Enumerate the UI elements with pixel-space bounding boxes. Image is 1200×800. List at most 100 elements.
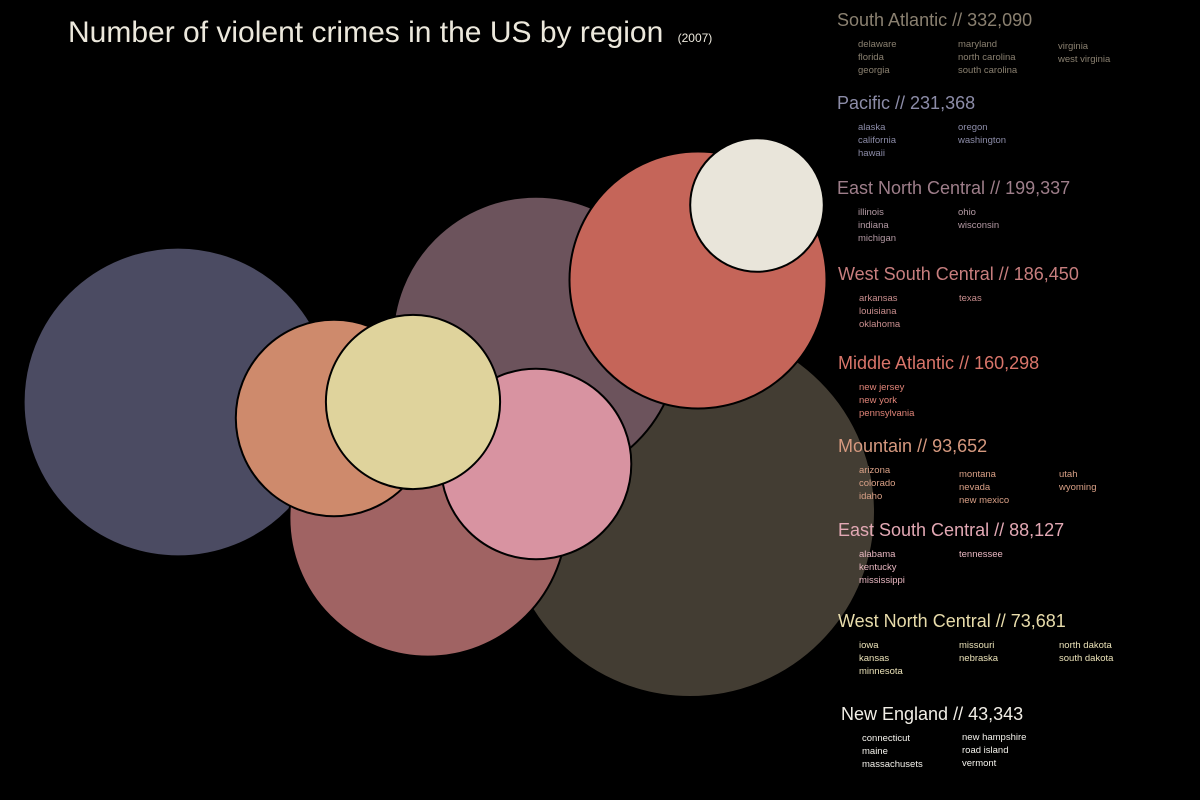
state-label: louisiana [859, 306, 897, 317]
state-label: north carolina [958, 52, 1016, 63]
state-label: kansas [859, 653, 889, 664]
region-value: 231,368 [910, 93, 975, 113]
state-label: new york [859, 395, 897, 406]
legend-header-east-south-central: East South Central // 88,127 [838, 520, 1064, 540]
state-label: mississippi [859, 575, 905, 586]
state-label: michigan [858, 233, 896, 244]
state-label: hawaii [858, 148, 885, 159]
state-label: minnesota [859, 666, 904, 677]
state-label: delaware [858, 39, 897, 50]
region-name: West South Central [838, 264, 994, 284]
chart-title: Number of violent crimes in the US by re… [68, 16, 712, 49]
legend-header-west-north-central: West North Central // 73,681 [838, 611, 1066, 631]
region-name: New England [841, 704, 948, 724]
state-label: nevada [959, 482, 991, 493]
separator: // [948, 704, 968, 724]
region-name: East North Central [837, 178, 985, 198]
region-name: East South Central [838, 520, 989, 540]
legend-entry-west-north-central: West North Central // 73,681 iowa kansas mi… [838, 611, 1114, 677]
state-label: idaho [859, 491, 882, 502]
state-label: north dakota [1059, 640, 1113, 651]
state-label: new mexico [959, 495, 1009, 506]
region-value: 199,337 [1005, 178, 1070, 198]
state-label: washington [957, 135, 1006, 146]
state-label: wyoming [1058, 482, 1097, 493]
legend-header-middle-atlantic: Middle Atlantic // 160,298 [838, 353, 1039, 373]
separator: // [912, 436, 932, 456]
state-label: oklahoma [859, 319, 901, 330]
region-value: 88,127 [1009, 520, 1064, 540]
state-label: missouri [959, 640, 994, 651]
region-value: 186,450 [1014, 264, 1079, 284]
state-label: georgia [858, 65, 890, 76]
state-label: indiana [858, 220, 889, 231]
region-name: Middle Atlantic [838, 353, 954, 373]
state-label: tennessee [959, 549, 1003, 560]
state-label: kentucky [859, 562, 897, 573]
state-label: virginia [1058, 41, 1089, 52]
state-label: pennsylvania [859, 408, 915, 419]
legend-entry-east-north-central: East North Central // 199,337 illinois ind… [837, 178, 1070, 244]
legend-header-mountain: Mountain // 93,652 [838, 436, 987, 456]
state-label: iowa [859, 640, 879, 651]
state-label: california [858, 135, 897, 146]
state-label: wisconsin [957, 220, 999, 231]
state-label: arkansas [859, 293, 898, 304]
state-label: new hampshire [962, 732, 1026, 743]
legend-entry-new-england: New England // 43,343 connecticut maine mas… [841, 704, 1026, 770]
separator: // [985, 178, 1005, 198]
region-value: 73,681 [1011, 611, 1066, 631]
state-label: road island [962, 745, 1008, 756]
state-label: vermont [962, 758, 997, 769]
legend-header-south-atlantic: South Atlantic // 332,090 [837, 10, 1032, 30]
state-label: massachusets [862, 759, 923, 770]
legend-entry-south-atlantic: South Atlantic // 332,090 delaware florida… [837, 10, 1111, 76]
separator: // [947, 10, 967, 30]
region-name: West North Central [838, 611, 991, 631]
region-value: 93,652 [932, 436, 987, 456]
state-label: montana [959, 469, 997, 480]
state-label: connecticut [862, 733, 910, 744]
state-label: alabama [859, 549, 896, 560]
region-name: Pacific [837, 93, 890, 113]
separator: // [991, 611, 1011, 631]
region-value: 43,343 [968, 704, 1023, 724]
legend-header-pacific: Pacific // 231,368 [837, 93, 975, 113]
state-label: oregon [958, 122, 988, 133]
bubbles-group [22, 137, 876, 698]
state-label: colorado [859, 478, 895, 489]
state-label: illinois [858, 207, 884, 218]
separator: // [954, 353, 974, 373]
legend-entry-west-south-central: West South Central // 186,450 arkansas lou… [838, 264, 1079, 330]
region-value: 160,298 [974, 353, 1039, 373]
separator: // [989, 520, 1009, 540]
legend-header-west-south-central: West South Central // 186,450 [838, 264, 1079, 284]
legend-entry-mountain: Mountain // 93,652 arizona colorado idaho mo… [838, 436, 1097, 506]
legend-entry-east-south-central: East South Central // 88,127 alabama kentu… [838, 520, 1064, 586]
region-name: Mountain [838, 436, 912, 456]
bubble-new-england [689, 137, 825, 273]
region-value: 332,090 [967, 10, 1032, 30]
state-label: south carolina [958, 65, 1018, 76]
separator: // [994, 264, 1014, 284]
state-label: ohio [958, 207, 976, 218]
state-label: utah [1059, 469, 1078, 480]
state-label: florida [858, 52, 885, 63]
state-label: texas [959, 293, 982, 304]
state-label: nebraska [959, 653, 999, 664]
separator: // [890, 93, 910, 113]
legend-entry-middle-atlantic: Middle Atlantic // 160,298 new jersey new … [838, 353, 1039, 419]
state-label: maryland [958, 39, 997, 50]
state-label: west virginia [1057, 54, 1111, 65]
legend: South Atlantic // 332,090 delaware florida… [837, 10, 1114, 770]
legend-header-new-england: New England // 43,343 [841, 704, 1023, 724]
bubble-west-north-central [324, 313, 502, 491]
state-label: arizona [859, 465, 891, 476]
state-label: alaska [858, 122, 886, 133]
legend-entry-pacific: Pacific // 231,368 alaska california hawaii… [837, 93, 1006, 159]
legend-header-east-north-central: East North Central // 199,337 [837, 178, 1070, 198]
region-name: South Atlantic [837, 10, 947, 30]
state-label: south dakota [1059, 653, 1114, 664]
state-label: maine [862, 746, 888, 757]
